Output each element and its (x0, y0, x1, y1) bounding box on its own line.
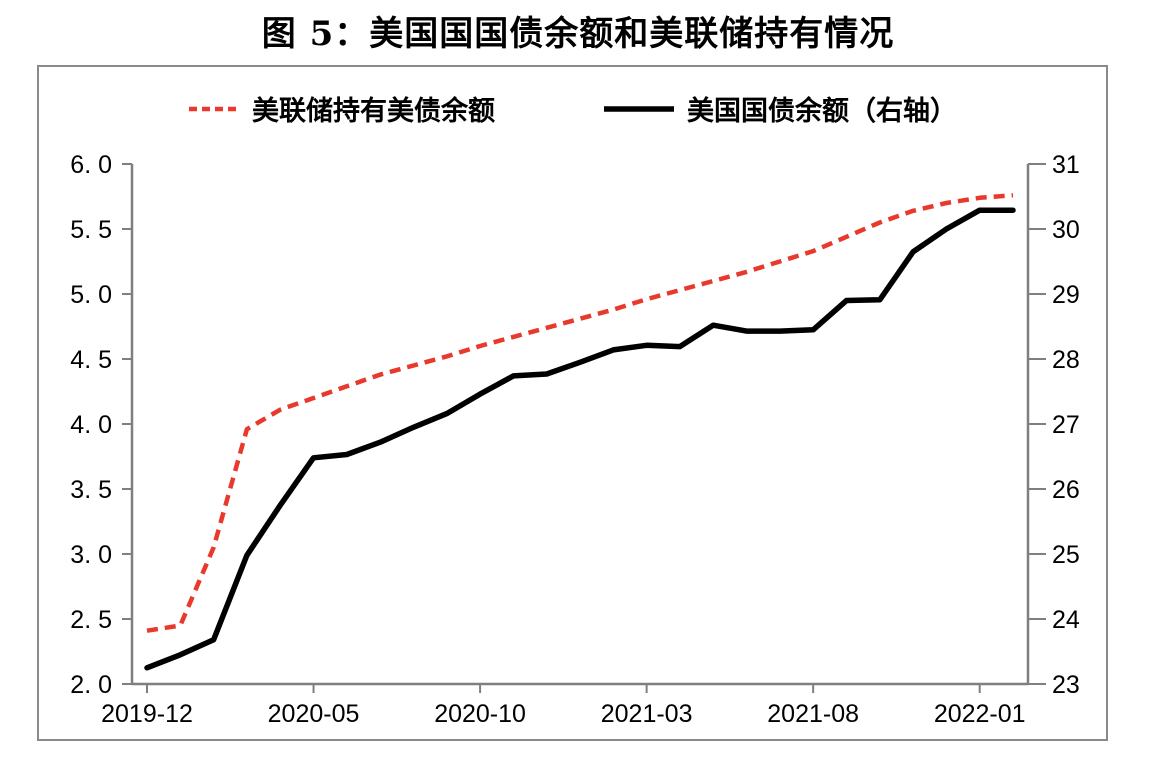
y-right-tick-label: 24 (1052, 606, 1080, 634)
legend-item-treasury-outstanding: 美国国债余额（右轴） (603, 89, 957, 128)
y-left-tick-label: 3. 0 (70, 541, 112, 569)
y-left-tick-label: 4. 0 (70, 411, 112, 439)
y-right-tick-label: 26 (1052, 476, 1080, 504)
legend: 美联储持有美债余额 美国国债余额（右轴） (39, 89, 1106, 128)
y-right-tick-label: 25 (1052, 541, 1080, 569)
y-left-tick-label: 4. 5 (70, 346, 112, 374)
y-left-tick-label: 3. 5 (70, 476, 112, 504)
legend-label-treasury-outstanding: 美国国债余额（右轴） (687, 96, 957, 127)
y-right-tick-label: 30 (1052, 216, 1080, 244)
y-left-tick-label: 5. 5 (70, 216, 112, 244)
legend-item-fed-holdings: 美联储持有美债余额 (188, 89, 495, 128)
y-right-tick-label: 29 (1052, 281, 1080, 309)
x-tick-label: 2021-08 (767, 700, 859, 728)
series-line-0 (146, 192, 1014, 633)
x-tick-label: 2020-10 (434, 700, 526, 728)
y-left-tick-label: 2. 0 (70, 671, 112, 699)
y-left-tick-label: 5. 0 (70, 281, 112, 309)
y-right-tick-label: 31 (1052, 151, 1080, 179)
y-left-tick-label: 6. 0 (70, 151, 112, 179)
chart-canvas: 6. 0 5. 5 5. 0 4. 5 4. 0 3. 5 3. 0 2. 5 2. 0 31 30… (70, 151, 1080, 728)
x-tick-label: 2020-05 (268, 700, 360, 728)
solid-line-sample (603, 105, 675, 113)
y-left-tick-label: 2. 5 (70, 606, 112, 634)
chart-title: 图 5：美国国国债余额和美联储持有情况 (261, 14, 895, 54)
dashed-line-sample (188, 105, 240, 113)
x-tick-label: 2021-03 (601, 700, 693, 728)
series-line-1 (144, 207, 1016, 671)
legend-label-fed-holdings: 美联储持有美债余额 (252, 96, 495, 127)
y-right-tick-label: 28 (1052, 346, 1080, 374)
y-right-tick-label: 23 (1052, 671, 1080, 699)
y-right-tick-label: 27 (1052, 411, 1080, 439)
x-tick-label: 2022-01 (934, 700, 1026, 728)
x-tick-label: 2019-12 (101, 700, 193, 728)
chart-frame: 6. 0 5. 5 5. 0 4. 5 4. 0 3. 5 3. 0 2. 5 2. 0 31 30… (37, 65, 1108, 741)
